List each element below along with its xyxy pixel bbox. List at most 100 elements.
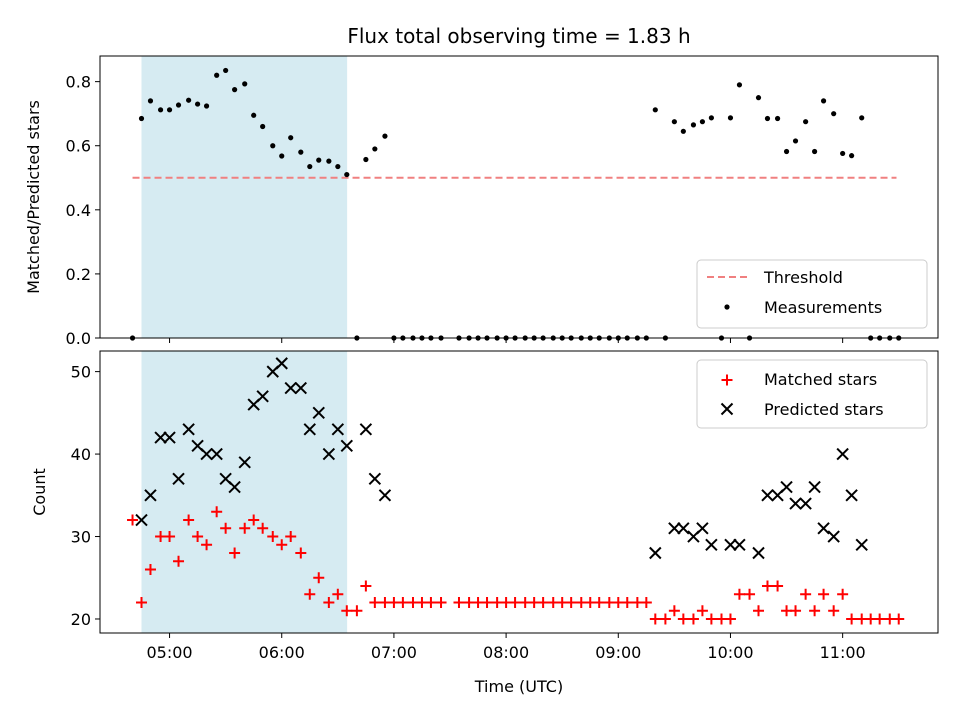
matched-star-point [846, 613, 858, 625]
measurement-point [214, 72, 220, 78]
predicted-star-point [135, 513, 148, 527]
matched-star-point [828, 605, 840, 617]
legend-box [696, 259, 928, 329]
matched-star-point [127, 514, 139, 526]
measurement-point [792, 138, 799, 144]
predicted-star-point [331, 423, 345, 436]
x-axis-label: Time (UTC) [474, 677, 563, 696]
matched-star-point [453, 596, 465, 608]
predicted-star-point [696, 522, 709, 535]
predicted-star-point [752, 546, 765, 560]
predicted-star-point [200, 447, 213, 461]
measurement-point [708, 115, 714, 121]
matched-star-point [772, 580, 784, 592]
measurement-point [307, 163, 313, 170]
measurement-point [270, 143, 276, 149]
matched-star-point [276, 539, 288, 551]
legend-predicted-swatch [720, 402, 734, 416]
measurement-point [736, 82, 743, 88]
predicted-star-point [649, 546, 662, 560]
measurement-point [755, 95, 762, 101]
legend-predicted-label: Predicted stars [764, 400, 884, 419]
predicted-star-point [294, 381, 308, 395]
x-tick-label: 10:00 [707, 643, 753, 662]
matched-star-point [668, 605, 680, 617]
predicted-star-point [368, 472, 382, 486]
measurement-point [849, 153, 855, 159]
predicted-star-point [378, 489, 392, 502]
bottom-panel: 05:00 06:00 07:00 08:00 09:00 10:00 11:00 20 30 4… [30, 350, 939, 662]
measurement-point [232, 87, 238, 93]
measurement-point [382, 133, 388, 139]
matched-star-point [360, 580, 372, 592]
matched-star-point [425, 596, 437, 608]
measurement-point [288, 135, 294, 141]
measurement-point [157, 107, 164, 113]
measurement-point [652, 107, 658, 113]
matched-star-point [809, 605, 821, 617]
measurement-point [831, 111, 837, 117]
matched-star-point [874, 613, 886, 625]
matched-star-point [397, 596, 409, 608]
measurement-point [203, 103, 210, 109]
x-tick-label: 05:00 [146, 643, 192, 662]
matched-star-point [313, 572, 325, 584]
matched-star-point [593, 596, 605, 608]
measurement-point [335, 163, 341, 170]
legend-matched-swatch [721, 374, 733, 386]
measurement-point [764, 115, 771, 122]
measurement-point [859, 115, 865, 121]
x-tick-label: 07:00 [371, 643, 417, 662]
top-y-tick-label: 0.0 [66, 329, 91, 348]
top-shaded-span [141, 56, 348, 338]
predicted-star-point [845, 489, 858, 502]
measurement-point [344, 171, 350, 178]
measurement-point [671, 119, 677, 125]
matched-star-point [837, 588, 849, 600]
chart-title: Flux total observing time = 1.83 h [347, 24, 690, 48]
matched-star-point [705, 613, 717, 625]
predicted-star-point [163, 431, 176, 444]
predicted-star-point [154, 431, 167, 444]
matched-star-point [800, 588, 812, 600]
predicted-star-point [275, 357, 288, 370]
predicted-star-point [836, 447, 849, 461]
matched-star-point [183, 514, 195, 526]
predicted-star-point [340, 439, 354, 453]
matched-star-point [267, 531, 279, 543]
bottom-legend: Matched stars Predicted stars [696, 359, 928, 429]
predicted-star-point [705, 538, 718, 551]
legend-measurement-label: Measurements [764, 298, 882, 317]
measurement-point [727, 115, 734, 121]
measurement-point [279, 153, 285, 159]
measurement-point [175, 102, 182, 108]
measurement-point [774, 115, 781, 122]
bottom-y-tick-label: 30 [71, 528, 91, 547]
predicted-star-point [761, 489, 774, 502]
matched-star-point [893, 613, 905, 625]
matched-star-point [173, 555, 185, 567]
matched-star-point [257, 522, 269, 534]
measurement-point [147, 98, 154, 104]
matched-star-point [323, 596, 335, 608]
matched-star-point [285, 531, 297, 543]
matched-star-point [724, 613, 736, 625]
predicted-star-point [780, 480, 793, 494]
matched-star-point [229, 547, 241, 559]
matched-star-point [537, 596, 549, 608]
predicted-star-point [808, 480, 821, 494]
predicted-star-point [724, 538, 737, 551]
predicted-star-point [827, 530, 840, 543]
predicted-star-point [182, 423, 195, 436]
matched-star-point [304, 588, 316, 600]
measurement-point [803, 119, 809, 125]
matched-star-point [220, 522, 232, 534]
matched-star-point [687, 613, 699, 625]
matched-star-point [341, 605, 353, 617]
matched-star-point [192, 531, 204, 543]
matched-star-point [649, 613, 661, 625]
measurement-point [680, 128, 686, 134]
matched-star-point [435, 596, 447, 608]
top-y-tick-label: 0.8 [66, 73, 91, 92]
